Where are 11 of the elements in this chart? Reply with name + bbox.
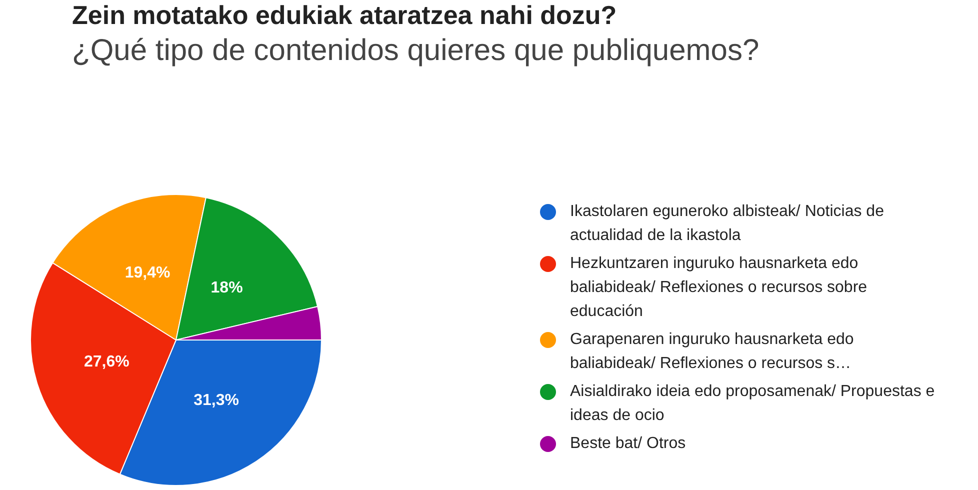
legend-label: Beste bat/ Otros	[570, 434, 687, 454]
legend-label: Hezkuntzaren inguruko hausnarketa edo baliabideak/ Reflexiones o recursos sobre educación	[570, 254, 868, 322]
data-label: 18%	[210, 279, 243, 296]
data-label: 27,6%	[84, 353, 130, 370]
legend-label: Garapenaren inguruko hausnarketa edo baliabideak/ Reflexiones o recursos s…	[570, 330, 855, 374]
chart-subtitle: ¿Qué tipo de contenidos quieres que publiquemos?	[72, 34, 760, 68]
chart-title: Zein motatako edukiak ataratzea nahi dozu?	[72, 0, 617, 31]
data-label: 19,4%	[124, 264, 170, 282]
legend-label: Aisialdirako ideia edo proposamenak/ Propuestas e ideas de ocio	[570, 382, 936, 426]
data-label: 31,3%	[194, 392, 240, 409]
legend-label: Ikastolaren eguneroko albisteak/ Noticias de actualidad de la ikastola	[570, 202, 885, 246]
